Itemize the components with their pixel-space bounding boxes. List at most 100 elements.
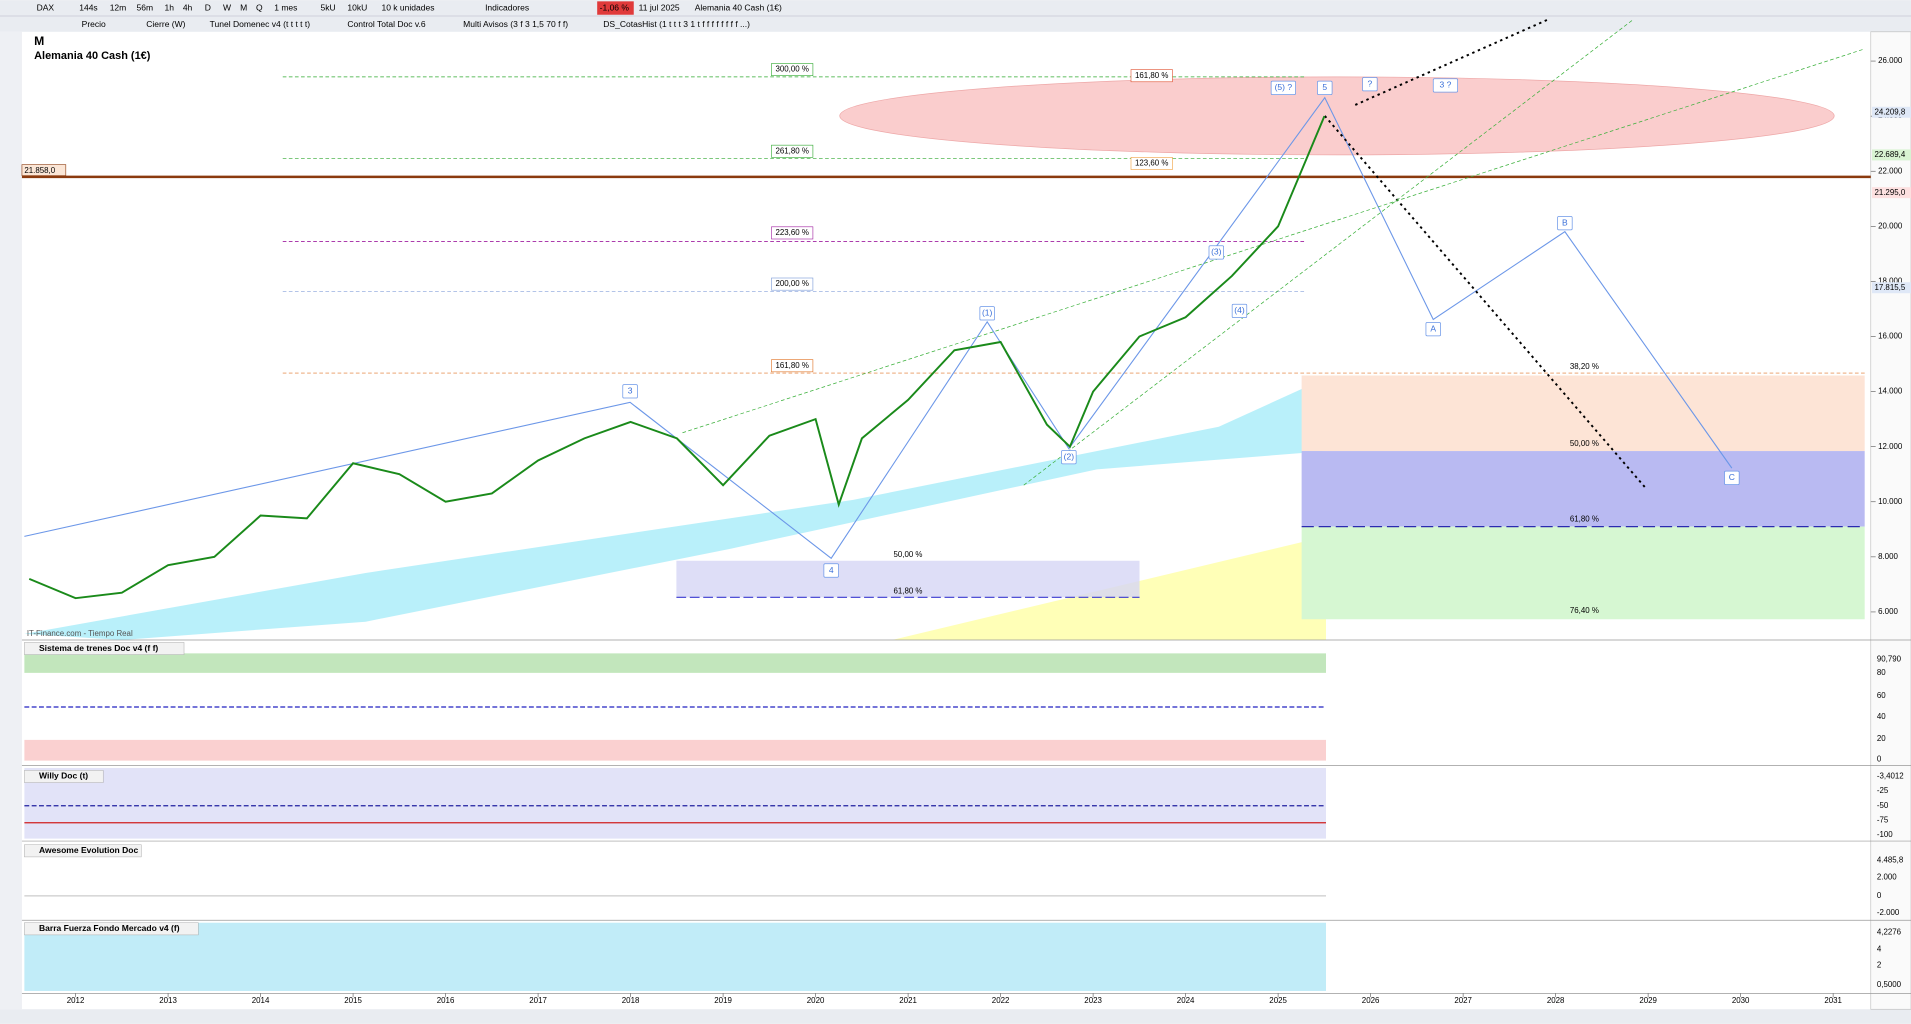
indicator-tab[interactable]: Control Total Doc v.6 [347,19,426,29]
x-tick-label: 2018 [622,996,640,1005]
value-badge [1872,282,1911,294]
value-badge [1872,149,1911,161]
wave-label: (3) [1211,247,1222,257]
toolbar-item[interactable]: 11 jul 2025 [639,2,680,12]
wave-label: A [1430,323,1436,333]
toolbar-item[interactable]: 4h [183,2,193,12]
x-tick-label: 2027 [1454,996,1472,1005]
panel-tick-label: 40 [1877,712,1886,721]
fib-label: 76,40 % [1570,606,1599,615]
panel-tick-label: -3,4012 [1877,772,1904,781]
indicator-panels [24,653,1326,991]
toolbar-item[interactable]: M [240,2,247,12]
fib-box [771,144,814,158]
wave-label: 5 [1322,82,1327,92]
fib-box [771,277,814,291]
toolbar-item[interactable]: 144s [79,2,97,12]
toolbar-item[interactable]: 10 k unidades [381,2,434,12]
toolbar-item[interactable]: DAX [37,2,55,12]
wave-label: C [1729,472,1735,482]
y-tick-label: 6.000 [1878,607,1898,616]
fib-label: 123,60 % [1135,159,1168,168]
wave-label: ? [1368,78,1373,88]
toolbar-item[interactable]: 12m [110,2,127,12]
panel-tick-label: 0,5000 [1877,980,1902,989]
panel-tick-label: -25 [1877,786,1889,795]
panel-tick-label: -100 [1877,830,1893,839]
fib-box [771,359,814,373]
wave-box [1432,78,1458,93]
toolbar-item[interactable]: D [205,2,211,12]
x-tick-label: 2015 [344,996,362,1005]
toolbar-item[interactable]: 56m [137,2,154,12]
y-tick-label: 22.000 [1878,166,1903,175]
fib-box [771,63,814,76]
panel-title-bg [24,922,199,936]
wave-label: 3 ? [1440,80,1452,90]
y-tick-label: 14.000 [1878,387,1903,396]
x-tick-label: 2022 [992,996,1010,1005]
wave-box [1208,245,1224,260]
level-badge [21,164,67,176]
toolbar-item[interactable]: W [223,2,232,12]
panel-tick-label: 60 [1877,691,1886,700]
value-label: 17.815,5 [1874,283,1905,292]
toolbar-item[interactable]: Indicadores [485,2,529,12]
period: M [34,34,44,48]
toolbar-item[interactable]: 10kU [347,2,367,12]
tool-column [0,31,22,1010]
indicator-tab[interactable]: Precio [82,19,106,29]
x-tick-label: 2013 [159,996,177,1005]
x-tick-label: 2020 [807,996,825,1005]
y-tick-label: 26.000 [1878,56,1903,65]
panel-tick-label: -2.000 [1877,908,1900,917]
panel-tick-label: 2 [1877,960,1881,969]
toolbar-item[interactable]: 1h [165,2,175,12]
indicator-tab[interactable]: Tunel Domenec v4 (t t t t t) [210,19,311,29]
wave-box [1061,450,1077,465]
indicator-tab[interactable]: Cierre (W) [146,19,185,29]
x-tick-label: 2017 [529,996,547,1005]
toolbar-item[interactable]: Alemania 40 Cash (1€) [695,2,782,12]
panel-tick-label: 4 [1877,945,1882,954]
y-tick-label: 16.000 [1878,332,1903,341]
fib-label: 161,80 % [775,361,808,370]
fib-label: 261,80 % [775,146,808,155]
wave-box [1425,322,1441,337]
x-tick-label: 2014 [252,996,270,1005]
wave-box [1362,77,1378,92]
x-tick-label: 2012 [67,996,85,1005]
panel-tick-label: 4.485,8 [1877,856,1904,865]
panel-title: Sistema de trenes Doc v4 (f f) [39,643,158,653]
instrument: Alemania 40 Cash (1€) [34,50,151,62]
panel-tick-label: 20 [1877,734,1886,743]
x-tick-label: 2029 [1639,996,1657,1005]
indicator-tab[interactable]: DS_CotasHist (1 t t t 3 1 t f f f f f f … [603,19,750,29]
toolbar-item[interactable]: Q [256,2,263,12]
indicator-tab[interactable]: Multi Avisos (3 f 3 1,5 70 f f) [463,19,568,29]
value-label: 21.295,0 [1874,188,1905,197]
fib-box [771,226,814,240]
panel-tick-label: 0 [1877,891,1882,900]
x-tick-label: 2025 [1269,996,1287,1005]
panel-tick-label: 90,790 [1877,655,1902,664]
wave-box [622,384,638,399]
wave-box [1317,80,1333,95]
toolbar-item[interactable]: 1 mes [274,2,297,12]
value-badge [1872,106,1911,118]
x-tick-label: 2031 [1824,996,1842,1005]
panel-title-bg [24,770,104,783]
x-tick-label: 2026 [1362,996,1380,1005]
x-tick-label: 2024 [1177,996,1195,1005]
price-line [28,115,1326,600]
value-label: 22.689,4 [1874,150,1905,159]
toolbar-item[interactable]: -1,06 % [600,2,630,12]
x-tick-label: 2019 [714,996,732,1005]
fib-label: 61,80 % [1570,514,1599,523]
toolbar-item[interactable]: 5kU [321,2,336,12]
source: IT-Finance.com - Tiempo Real [27,629,133,638]
wave-label: (1) [982,308,993,318]
wave-box [1270,80,1296,95]
x-tick-label: 2016 [437,996,455,1005]
